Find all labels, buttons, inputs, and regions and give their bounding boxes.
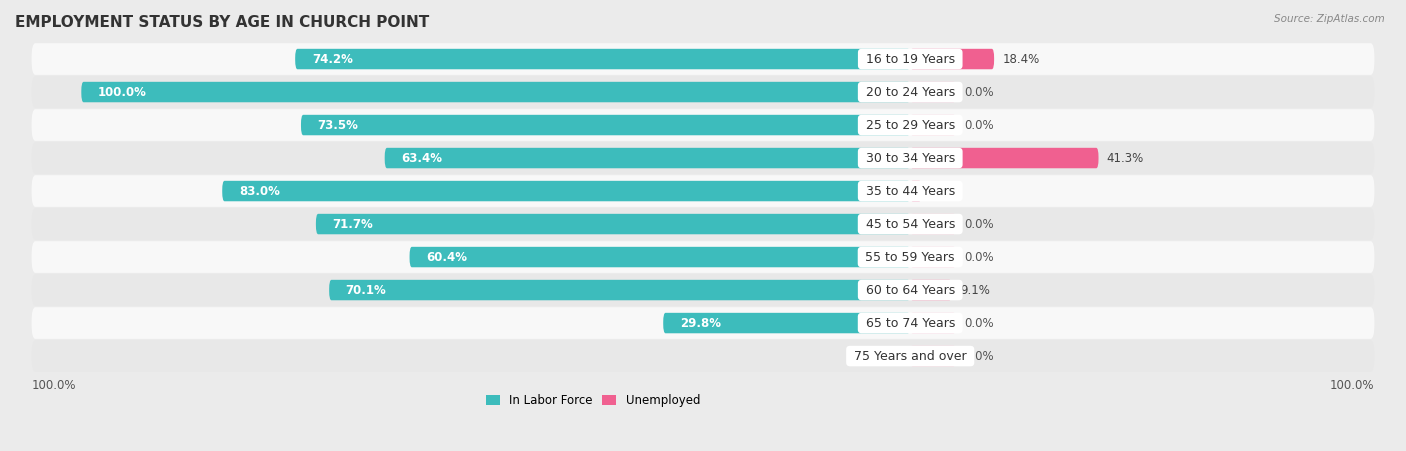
FancyBboxPatch shape (910, 49, 994, 69)
Text: 0.0%: 0.0% (965, 217, 994, 230)
Text: 0.0%: 0.0% (965, 119, 994, 132)
FancyBboxPatch shape (409, 247, 910, 267)
FancyBboxPatch shape (31, 340, 1375, 372)
Text: 0.0%: 0.0% (965, 251, 994, 263)
Text: 0.0%: 0.0% (965, 350, 994, 363)
Text: 74.2%: 74.2% (312, 52, 353, 65)
FancyBboxPatch shape (910, 346, 956, 366)
FancyBboxPatch shape (31, 307, 1375, 339)
Text: 70.1%: 70.1% (346, 284, 387, 297)
Legend: In Labor Force, Unemployed: In Labor Force, Unemployed (481, 389, 704, 412)
FancyBboxPatch shape (31, 142, 1375, 174)
FancyBboxPatch shape (31, 208, 1375, 240)
FancyBboxPatch shape (295, 49, 910, 69)
FancyBboxPatch shape (329, 280, 910, 300)
Text: 41.3%: 41.3% (1107, 152, 1144, 165)
FancyBboxPatch shape (664, 313, 910, 333)
Text: EMPLOYMENT STATUS BY AGE IN CHURCH POINT: EMPLOYMENT STATUS BY AGE IN CHURCH POINT (15, 15, 429, 30)
FancyBboxPatch shape (910, 214, 956, 234)
Text: 100.0%: 100.0% (98, 86, 146, 98)
FancyBboxPatch shape (82, 82, 910, 102)
Text: 18.4%: 18.4% (1002, 52, 1039, 65)
Text: 0.0%: 0.0% (865, 350, 894, 363)
FancyBboxPatch shape (31, 241, 1375, 273)
Text: 16 to 19 Years: 16 to 19 Years (862, 52, 959, 65)
Text: 60 to 64 Years: 60 to 64 Years (862, 284, 959, 297)
Text: 71.7%: 71.7% (332, 217, 373, 230)
FancyBboxPatch shape (910, 115, 956, 135)
FancyBboxPatch shape (316, 214, 910, 234)
FancyBboxPatch shape (910, 313, 956, 333)
Text: 63.4%: 63.4% (401, 152, 443, 165)
Text: 0.0%: 0.0% (965, 86, 994, 98)
FancyBboxPatch shape (31, 274, 1375, 306)
Text: 83.0%: 83.0% (239, 184, 280, 198)
Text: 100.0%: 100.0% (1330, 379, 1375, 392)
Text: Source: ZipAtlas.com: Source: ZipAtlas.com (1274, 14, 1385, 23)
FancyBboxPatch shape (222, 181, 910, 201)
FancyBboxPatch shape (31, 76, 1375, 108)
FancyBboxPatch shape (31, 43, 1375, 75)
FancyBboxPatch shape (910, 280, 952, 300)
Text: 29.8%: 29.8% (679, 317, 721, 330)
Text: 30 to 34 Years: 30 to 34 Years (862, 152, 959, 165)
Text: 73.5%: 73.5% (318, 119, 359, 132)
FancyBboxPatch shape (910, 82, 956, 102)
Text: 25 to 29 Years: 25 to 29 Years (862, 119, 959, 132)
Text: 20 to 24 Years: 20 to 24 Years (862, 86, 959, 98)
FancyBboxPatch shape (31, 175, 1375, 207)
Text: 9.1%: 9.1% (960, 284, 990, 297)
FancyBboxPatch shape (385, 148, 910, 168)
Text: 100.0%: 100.0% (31, 379, 76, 392)
Text: 0.0%: 0.0% (965, 317, 994, 330)
Text: 60.4%: 60.4% (426, 251, 467, 263)
Text: 65 to 74 Years: 65 to 74 Years (862, 317, 959, 330)
Text: 35 to 44 Years: 35 to 44 Years (862, 184, 959, 198)
Text: 55 to 59 Years: 55 to 59 Years (862, 251, 959, 263)
FancyBboxPatch shape (31, 109, 1375, 141)
Text: 75 Years and over: 75 Years and over (849, 350, 970, 363)
FancyBboxPatch shape (301, 115, 910, 135)
Text: 2.5%: 2.5% (929, 184, 960, 198)
FancyBboxPatch shape (910, 148, 1098, 168)
FancyBboxPatch shape (910, 247, 956, 267)
Text: 45 to 54 Years: 45 to 54 Years (862, 217, 959, 230)
FancyBboxPatch shape (910, 181, 921, 201)
